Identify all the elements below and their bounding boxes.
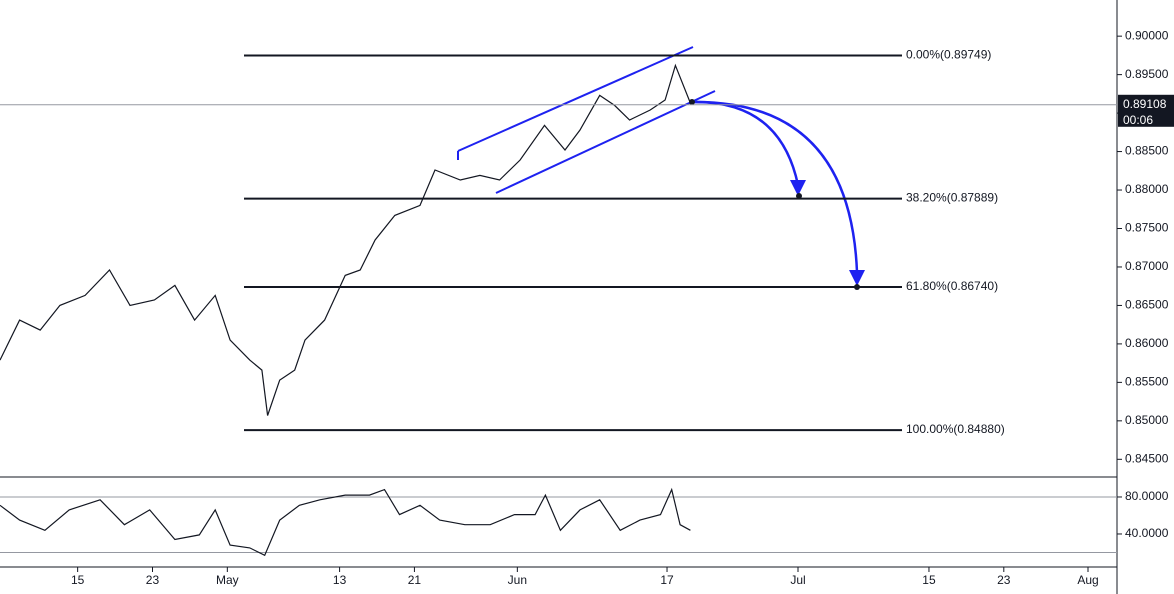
arrow-point bbox=[796, 193, 802, 199]
fib-label: 100.00%(0.84880) bbox=[906, 422, 1005, 436]
y-tick-label: 0.88000 bbox=[1125, 182, 1169, 196]
fib-label: 38.20%(0.87889) bbox=[906, 191, 998, 205]
arrow-head bbox=[790, 180, 806, 196]
x-tick-label: 13 bbox=[333, 573, 347, 587]
y-tick-label: 0.87500 bbox=[1125, 221, 1169, 235]
x-tick-label: 23 bbox=[997, 573, 1011, 587]
y-tick-label: 40.0000 bbox=[1125, 526, 1169, 540]
last-price-box bbox=[1118, 94, 1174, 127]
y-tick-label: 0.84500 bbox=[1125, 451, 1169, 465]
last-price-label: 0.89108 bbox=[1123, 97, 1167, 111]
price-line bbox=[0, 63, 691, 416]
y-tick-label: 0.90000 bbox=[1125, 28, 1169, 42]
channel-lower bbox=[495, 90, 716, 194]
y-tick-label: 0.85000 bbox=[1125, 413, 1169, 427]
countdown: 00:06 bbox=[1123, 113, 1153, 127]
x-tick-label: 21 bbox=[408, 573, 422, 587]
channel bbox=[457, 46, 716, 194]
x-tick-label: Jun bbox=[508, 573, 527, 587]
x-tick-label: Jul bbox=[790, 573, 805, 587]
x-tick-label: May bbox=[216, 573, 239, 587]
arrow-point bbox=[689, 99, 695, 105]
x-tick-label: 15 bbox=[922, 573, 936, 587]
arrow-head bbox=[849, 270, 865, 286]
fib-label: 0.00%(0.89749) bbox=[906, 48, 991, 62]
y-tick-label: 0.86000 bbox=[1125, 336, 1169, 350]
y-tick-label: 0.86500 bbox=[1125, 298, 1169, 312]
x-tick-label: 23 bbox=[146, 573, 160, 587]
x-tick-label: 15 bbox=[71, 573, 85, 587]
y-tick-label: 0.87000 bbox=[1125, 259, 1169, 273]
price-line bbox=[0, 487, 691, 557]
y-tick-label: 0.89500 bbox=[1125, 67, 1169, 81]
channel-upper bbox=[457, 46, 694, 152]
fib-label: 61.80%(0.86740) bbox=[906, 279, 998, 293]
x-tick-label: Aug bbox=[1077, 573, 1098, 587]
y-tick-label: 0.88500 bbox=[1125, 144, 1169, 158]
y-tick-label: 80.0000 bbox=[1125, 489, 1169, 503]
x-tick-label: 17 bbox=[660, 573, 674, 587]
y-tick-label: 0.85500 bbox=[1125, 375, 1169, 389]
